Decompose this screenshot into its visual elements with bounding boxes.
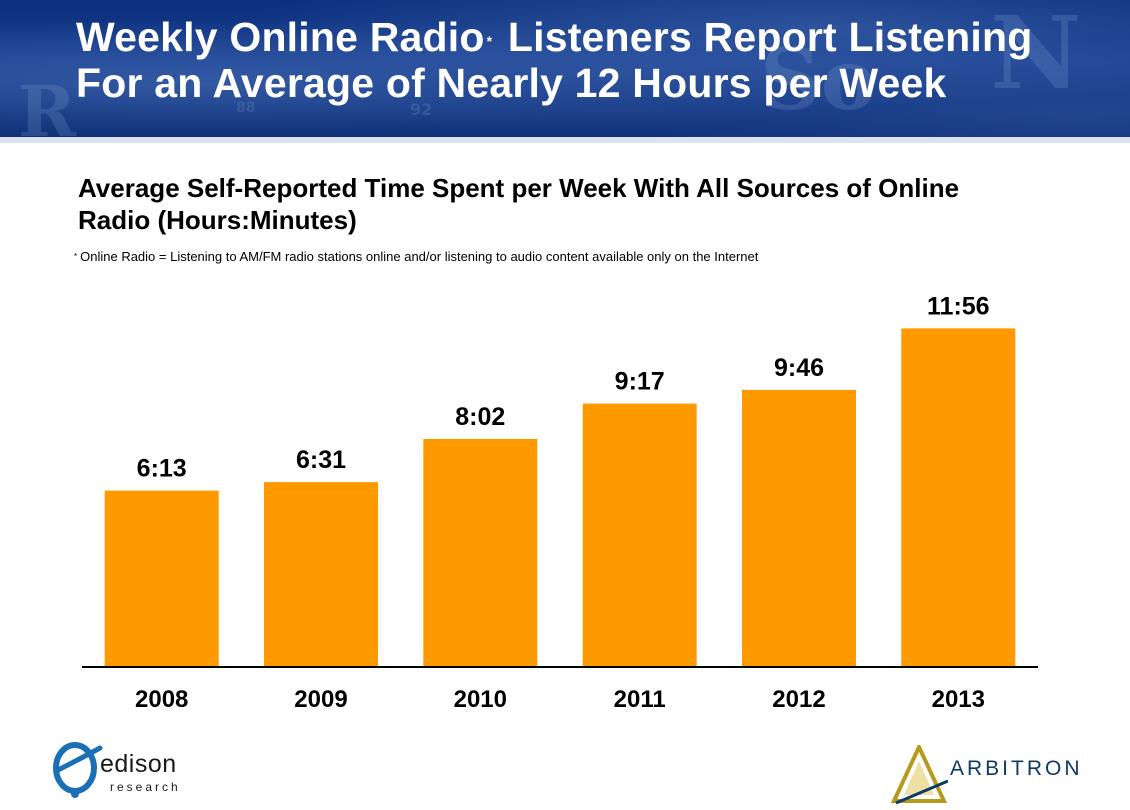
edison-wordmark: edison (100, 750, 177, 778)
banner-decoration-r: R (18, 70, 77, 137)
data-label-2008: 6:13 (137, 455, 187, 483)
bar-2008 (104, 490, 219, 667)
data-label-2012: 9:46 (774, 354, 824, 382)
bar-2009 (264, 482, 378, 667)
arbitron-wordmark: ARBITRON (950, 757, 1083, 780)
footnote-text: Online Radio = Listening to AM/FM radio … (80, 249, 759, 264)
bar-2012 (742, 389, 856, 667)
data-label-2011: 9:17 (615, 368, 665, 396)
banner-decoration-n: N (990, 0, 1082, 112)
x-tick-label-2011: 2011 (614, 686, 666, 713)
page-title: Weekly Online Radio * Listeners Report Li… (76, 14, 1032, 106)
footnote-marker: * (74, 252, 78, 261)
data-label-2010: 8:02 (455, 403, 505, 431)
x-tick-label-2012: 2012 (772, 686, 825, 713)
edison-swirl-icon (53, 742, 103, 798)
banner-decoration-dial-88: 88 (236, 100, 256, 116)
data-label-2009: 6:31 (296, 446, 346, 474)
edison-research-logo: edison research (48, 738, 208, 802)
x-tick-label-2013: 2013 (932, 686, 985, 713)
chart-title: Average Self-Reported Time Spent per Wee… (78, 173, 960, 235)
x-tick-label-2010: 2010 (454, 686, 507, 713)
banner-stripe (0, 137, 1130, 143)
x-tick-label-2009: 2009 (294, 686, 347, 713)
data-label-2013: 11:56 (927, 292, 990, 320)
banner-decoration-dial-92: 92 (410, 100, 433, 119)
bar-2013 (901, 328, 1016, 667)
banner-glow (0, 0, 1130, 137)
banner-decoration-sound: So (760, 30, 877, 129)
bar-2011 (582, 403, 697, 667)
arbitron-logo: ARBITRON (890, 742, 1090, 805)
footnote: * Online Radio = Listening to AM/FM radio… (74, 249, 758, 265)
bar-2010 (423, 439, 538, 667)
title-part-2: Listeners Report Listening (496, 14, 1033, 60)
arbitron-triangle-icon (890, 742, 949, 805)
title-asterisk: * (486, 33, 493, 49)
title-part-1: Weekly Online Radio (76, 14, 485, 60)
header-banner: R 88 92 So N Weekly Online Radio * Listen… (0, 0, 1130, 137)
x-tick-label-2008: 2008 (135, 686, 188, 713)
edison-subtext: research (110, 780, 181, 794)
title-line-2: For an Average of Nearly 12 Hours per We… (76, 60, 947, 106)
